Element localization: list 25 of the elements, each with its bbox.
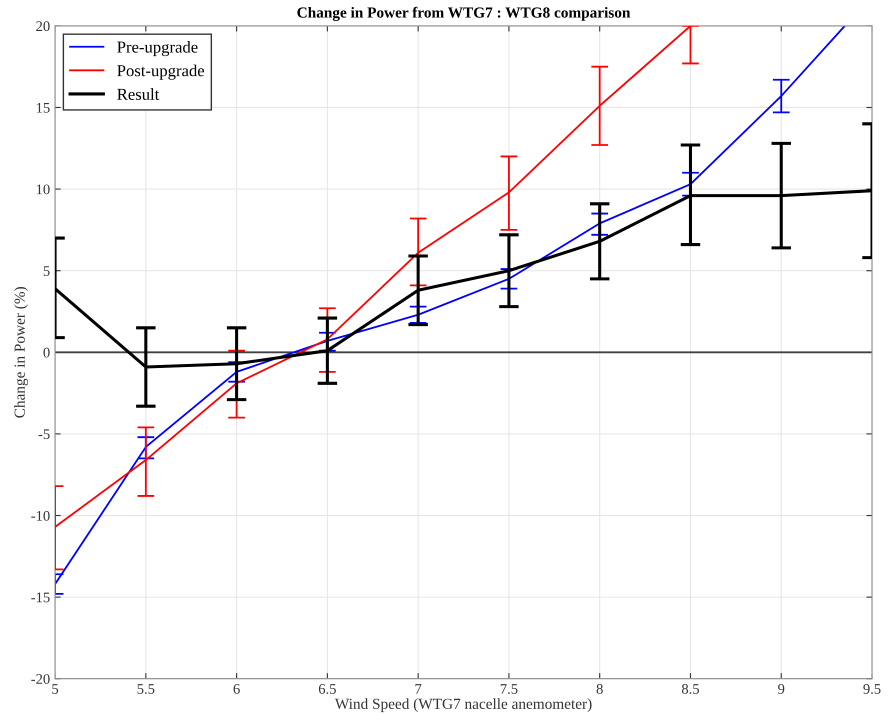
x-tick-label: 9 xyxy=(778,684,784,694)
x-tick-label: 7 xyxy=(415,684,422,694)
x-tick-label: 6.5 xyxy=(318,684,336,694)
y-axis-title: Change in Power (%) xyxy=(14,287,28,418)
legend-label: Pre-upgrade xyxy=(117,40,198,56)
y-tick-label: -5 xyxy=(38,429,50,440)
chart-title: Change in Power from WTG7 : WTG8 comparison xyxy=(297,6,630,21)
y-tick-label: 15 xyxy=(36,102,50,113)
y-tick-label: 0 xyxy=(43,348,50,358)
x-tick-label: 6 xyxy=(234,684,240,694)
y-tick-label: 10 xyxy=(36,184,50,194)
y-tick-label: -10 xyxy=(31,510,50,521)
x-axis-title: Wind Speed (WTG7 nacelle anemometer) xyxy=(334,698,592,712)
x-tick-label: 8 xyxy=(596,684,603,694)
x-tick-label: 5 xyxy=(52,684,58,694)
legend-label: Result xyxy=(117,88,160,100)
y-tick-label: 20 xyxy=(36,21,50,32)
y-tick-label: -15 xyxy=(31,592,50,602)
y-tick-label: 5 xyxy=(44,266,50,276)
x-tick-label: 7.5 xyxy=(500,684,518,694)
x-tick-label: 8.5 xyxy=(682,684,700,694)
y-tick-label: -20 xyxy=(31,674,50,684)
x-tick-label: 5.5 xyxy=(138,684,154,694)
x-tick-label: 9.5 xyxy=(863,684,881,694)
legend-label: Post-upgrade xyxy=(117,64,204,80)
